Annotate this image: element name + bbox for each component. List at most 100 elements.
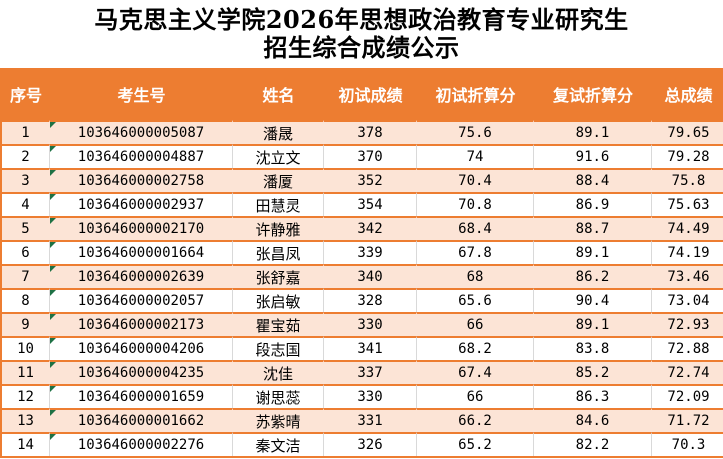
error-indicator-triangle-icon — [50, 386, 56, 392]
initial-score-cell: 330 — [324, 312, 417, 336]
table-row: 9 103646000002173 瞿宝茹 330 66 89.1 72.93 — [2, 312, 723, 336]
table-row: 8 103646000002057 张启敏 328 65.6 90.4 73.04 — [2, 288, 723, 312]
index-cell: 11 — [2, 360, 50, 384]
initial-converted-cell: 70.4 — [417, 168, 534, 192]
name-cell: 谢思蕊 — [233, 384, 324, 408]
initial-score-cell: 340 — [324, 264, 417, 288]
retest-converted-cell: 83.8 — [534, 336, 652, 360]
initial-converted-cell: 70.8 — [417, 192, 534, 216]
table-row: 2 103646000004887 沈立文 370 74 91.6 79.28 — [2, 144, 723, 168]
error-indicator-triangle-icon — [50, 434, 56, 440]
initial-converted-cell: 65.6 — [417, 288, 534, 312]
name-cell: 张启敏 — [233, 288, 324, 312]
retest-converted-cell: 85.2 — [534, 360, 652, 384]
initial-score-cell: 337 — [324, 360, 417, 384]
total-score-cell: 79.28 — [652, 144, 723, 168]
col-header-name: 姓名 — [233, 68, 324, 120]
candidate-no-cell: 103646000001664 — [50, 240, 233, 264]
initial-score-cell: 330 — [324, 384, 417, 408]
candidate-no-cell: 103646000005087 — [50, 120, 233, 144]
index-cell: 8 — [2, 288, 50, 312]
retest-converted-cell: 89.1 — [534, 312, 652, 336]
index-cell: 10 — [2, 336, 50, 360]
initial-converted-cell: 66 — [417, 384, 534, 408]
candidate-no-cell: 103646000002937 — [50, 192, 233, 216]
table-body: 1 103646000005087 潘晟 378 75.6 89.1 79.65 2 10364… — [2, 120, 723, 456]
total-score-cell: 73.04 — [652, 288, 723, 312]
initial-converted-cell: 68.4 — [417, 216, 534, 240]
index-cell: 2 — [2, 144, 50, 168]
name-cell: 潘晟 — [233, 120, 324, 144]
initial-score-cell: 339 — [324, 240, 417, 264]
error-indicator-triangle-icon — [50, 170, 56, 176]
candidate-no-cell: 103646000002170 — [50, 216, 233, 240]
index-cell: 4 — [2, 192, 50, 216]
retest-converted-cell: 90.4 — [534, 288, 652, 312]
error-indicator-triangle-icon — [50, 122, 56, 128]
initial-score-cell: 331 — [324, 408, 417, 432]
candidate-no-cell: 103646000001662 — [50, 408, 233, 432]
initial-converted-cell: 66.2 — [417, 408, 534, 432]
error-indicator-triangle-icon — [50, 410, 56, 416]
retest-converted-cell: 84.6 — [534, 408, 652, 432]
table-row: 13 103646000001662 苏紫晴 331 66.2 84.6 71.72 — [2, 408, 723, 432]
col-header-initial-converted: 初试折算分 — [417, 68, 534, 120]
initial-score-cell: 326 — [324, 432, 417, 456]
index-cell: 1 — [2, 120, 50, 144]
page-title-line1: 马克思主义学院2026年思想政治教育专业研究生 — [94, 5, 629, 34]
table-row: 4 103646000002937 田慧灵 354 70.8 86.9 75.63 — [2, 192, 723, 216]
table-row: 1 103646000005087 潘晟 378 75.6 89.1 79.65 — [2, 120, 723, 144]
retest-converted-cell: 91.6 — [534, 144, 652, 168]
col-header-candidate-no: 考生号 — [50, 68, 233, 120]
initial-score-cell: 352 — [324, 168, 417, 192]
name-cell: 许静雅 — [233, 216, 324, 240]
retest-converted-cell: 88.4 — [534, 168, 652, 192]
index-cell: 7 — [2, 264, 50, 288]
error-indicator-triangle-icon — [50, 242, 56, 248]
candidate-no-cell: 103646000004206 — [50, 336, 233, 360]
page-title-line2: 招生综合成绩公示 — [263, 33, 460, 62]
name-cell: 瞿宝茹 — [233, 312, 324, 336]
retest-converted-cell: 86.3 — [534, 384, 652, 408]
col-header-initial-score: 初试成绩 — [324, 68, 417, 120]
col-header-index: 序号 — [2, 68, 50, 120]
table-row: 14 103646000002276 秦文洁 326 65.2 82.2 70.3 — [2, 432, 723, 456]
candidate-no-cell: 103646000002758 — [50, 168, 233, 192]
index-cell: 14 — [2, 432, 50, 456]
initial-score-cell: 328 — [324, 288, 417, 312]
initial-score-cell: 354 — [324, 192, 417, 216]
candidate-no-cell: 103646000002276 — [50, 432, 233, 456]
table-row: 7 103646000002639 张舒嘉 340 68 86.2 73.46 — [2, 264, 723, 288]
total-score-cell: 73.46 — [652, 264, 723, 288]
name-cell: 秦文洁 — [233, 432, 324, 456]
total-score-cell: 74.19 — [652, 240, 723, 264]
table-row: 11 103646000004235 沈佳 337 67.4 85.2 72.74 — [2, 360, 723, 384]
retest-converted-cell: 82.2 — [534, 432, 652, 456]
name-cell: 张昌凤 — [233, 240, 324, 264]
retest-converted-cell: 88.7 — [534, 216, 652, 240]
error-indicator-triangle-icon — [50, 290, 56, 296]
error-indicator-triangle-icon — [50, 218, 56, 224]
table-row: 12 103646000001659 谢思蕊 330 66 86.3 72.09 — [2, 384, 723, 408]
col-header-total-score: 总成绩 — [652, 68, 723, 120]
page-title: 马克思主义学院2026年思想政治教育专业研究生 招生综合成绩公示 — [0, 0, 723, 68]
error-indicator-triangle-icon — [50, 146, 56, 152]
initial-converted-cell: 68.2 — [417, 336, 534, 360]
retest-converted-cell: 89.1 — [534, 240, 652, 264]
retest-converted-cell: 86.2 — [534, 264, 652, 288]
total-score-cell: 72.88 — [652, 336, 723, 360]
candidate-no-cell: 103646000002639 — [50, 264, 233, 288]
index-cell: 13 — [2, 408, 50, 432]
total-score-cell: 72.74 — [652, 360, 723, 384]
error-indicator-triangle-icon — [50, 266, 56, 272]
name-cell: 张舒嘉 — [233, 264, 324, 288]
error-indicator-triangle-icon — [50, 362, 56, 368]
total-score-cell: 72.93 — [652, 312, 723, 336]
name-cell: 沈立文 — [233, 144, 324, 168]
initial-converted-cell: 75.6 — [417, 120, 534, 144]
table-row: 10 103646000004206 段志国 341 68.2 83.8 72.88 — [2, 336, 723, 360]
candidate-no-cell: 103646000004235 — [50, 360, 233, 384]
index-cell: 5 — [2, 216, 50, 240]
initial-converted-cell: 65.2 — [417, 432, 534, 456]
name-cell: 段志国 — [233, 336, 324, 360]
